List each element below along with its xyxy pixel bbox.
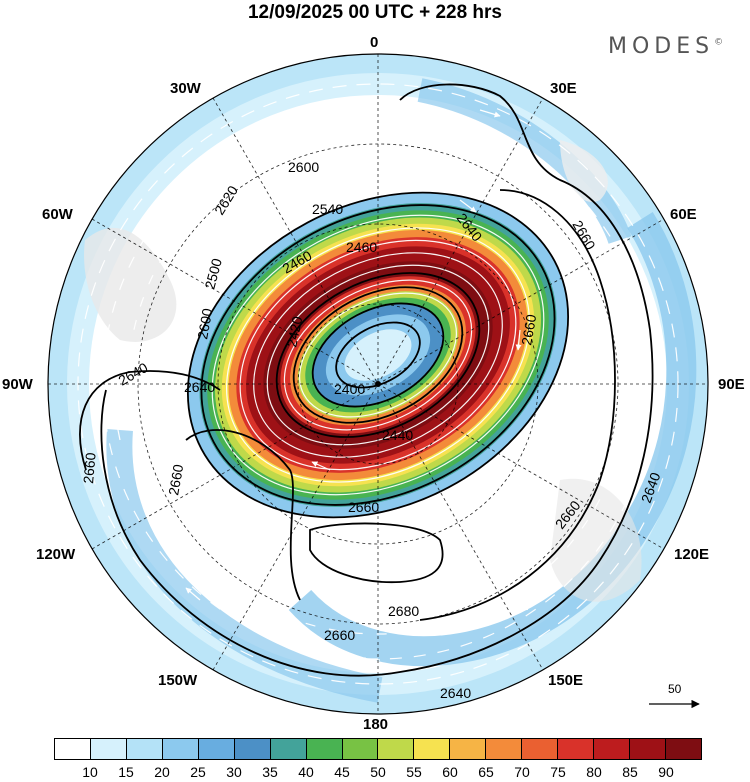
colorbar-tick-label: 85 [622,764,638,780]
colorbar-ticks: 10 15 20 25 30 35 40 45 50 55 60 65 70 75 80 85 90 [54,764,702,782]
map-title: 12/09/2025 00 UTC + 228 hrs [247,2,503,23]
contour-label: 2640 [184,379,215,395]
contour-label: 2660 [348,499,379,515]
contour-label: 2400 [334,381,365,397]
contour-label: 2460 [346,239,377,255]
colorbar-swatch [162,739,199,759]
colorbar-tick-label: 55 [406,764,422,780]
contour-label: 2660 [80,452,99,485]
colorbar-tick-label: 65 [478,764,494,780]
colorbar-tick-label: 30 [226,764,242,780]
colorbar-swatch [198,739,235,759]
colorbar-swatch [414,739,451,759]
colorbar-swatch [522,739,559,759]
colorbar-swatch [665,739,701,759]
lon-label-180: 180 [363,716,389,733]
lon-label-90w: 90W [2,376,33,393]
south-pole-dot [375,381,381,387]
colorbar-swatch [342,739,379,759]
colorbar-tick-label: 70 [514,764,530,780]
colorbar-tick-label: 10 [82,764,98,780]
lon-label-150e: 150E [548,672,584,689]
contour-label: 2660 [165,463,186,497]
contour-label: 2660 [324,627,355,643]
colorbar-tick-label: 20 [154,764,170,780]
lon-label-120w: 120W [36,546,76,563]
contour-label: 2500 [201,256,225,290]
colorbar-tick-label: 25 [190,764,206,780]
colorbar-tick-label: 35 [262,764,278,780]
colorbar-swatch [378,739,415,759]
colorbar-swatch [306,739,343,759]
lon-label-150w: 150W [158,672,198,689]
colorbar-swatch [594,739,630,759]
lon-label-0: 0 [370,34,379,51]
colorbar-tick-label: 40 [298,764,314,780]
map-boundary [47,53,709,715]
colorbar-tick-label: 45 [334,764,350,780]
colorbar-swatch [270,739,307,759]
contour-label: 2420 [283,315,305,349]
lon-label-60w: 60W [42,206,73,223]
modes-logo: MODES© [608,34,724,59]
colorbar-swatch [126,739,163,759]
contour-label: 2680 [388,603,419,619]
colorbar-swatch [630,739,666,759]
colorbar-tick-label: 90 [658,764,674,780]
lon-label-30e: 30E [550,80,577,97]
colorbar-swatch [55,739,91,759]
colorbar-tick-label: 80 [586,764,602,780]
lon-label-90e: 90E [718,376,745,393]
wind-speed-shading [48,54,708,714]
contour-label: 2640 [440,685,471,701]
colorbar-swatch [558,739,595,759]
lon-label-60e: 60E [670,206,697,223]
colorbar-swatch [450,739,487,759]
colorbar-swatch [234,739,271,759]
contour-label: 2600 [194,307,215,341]
lon-label-120e: 120E [674,546,710,563]
contour-label: 2660 [518,313,539,347]
contour-label: 2540 [312,201,343,217]
colorbar [54,738,702,760]
colorbar-swatch [90,739,127,759]
lon-label-30w: 30W [170,80,201,97]
contour-label: 2440 [382,427,413,443]
colorbar-tick-label: 60 [442,764,458,780]
colorbar-swatch [486,739,523,759]
colorbar-tick-label: 50 [370,764,386,780]
reference-vector-value: 50 [668,682,682,696]
colorbar-tick-label: 15 [118,764,134,780]
contour-label: 2600 [288,159,319,175]
reference-vector-arrow [649,699,700,709]
colorbar-tick-label: 75 [550,764,566,780]
